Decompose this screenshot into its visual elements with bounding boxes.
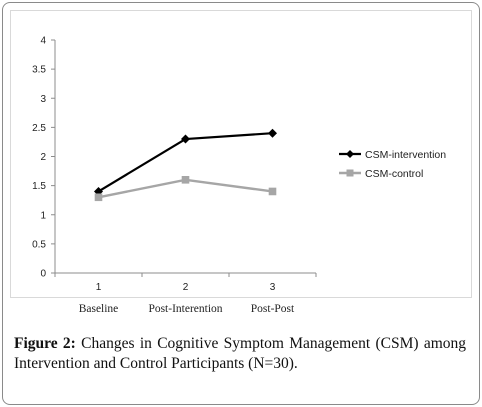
legend-label: CSM-intervention xyxy=(365,149,446,161)
y-tick-label: 0 xyxy=(40,269,46,280)
caption-text: Changes in Cognitive Symptom Management … xyxy=(14,335,466,372)
category-label: Post-Interention xyxy=(148,303,222,315)
data-point xyxy=(268,187,277,196)
legend-marker xyxy=(346,150,354,158)
y-tick-label: 4 xyxy=(40,36,46,47)
y-tick-label: 0.5 xyxy=(32,239,46,250)
y-tick-label: 2 xyxy=(40,152,46,163)
line-chart: 0 0.5 1 1.5 2 2.5 3 3.5 4 1 Baseline 2 Post-Interent… xyxy=(32,36,446,316)
category-label: Baseline xyxy=(79,303,119,315)
data-point xyxy=(268,128,277,138)
legend-marker xyxy=(346,169,354,177)
category-label: Post-Post xyxy=(251,303,295,315)
y-tick-label: 1 xyxy=(40,210,46,221)
data-point xyxy=(181,134,190,144)
x-tick-label: 3 xyxy=(270,282,276,293)
y-tick-label: 3 xyxy=(40,94,46,105)
legend-label: CSM-control xyxy=(365,168,423,180)
y-tick-label: 3.5 xyxy=(32,65,46,76)
figure-caption: Figure 2: Changes in Cognitive Symptom M… xyxy=(14,334,466,374)
chart-area xyxy=(10,10,472,298)
x-tick-label: 2 xyxy=(183,282,189,293)
caption-label: Figure 2: xyxy=(14,335,76,352)
x-tick-label: 1 xyxy=(96,282,102,293)
y-tick-label: 1.5 xyxy=(32,181,46,192)
data-point xyxy=(181,176,190,184)
y-tick-label: 2.5 xyxy=(32,123,46,134)
data-point xyxy=(94,193,103,202)
